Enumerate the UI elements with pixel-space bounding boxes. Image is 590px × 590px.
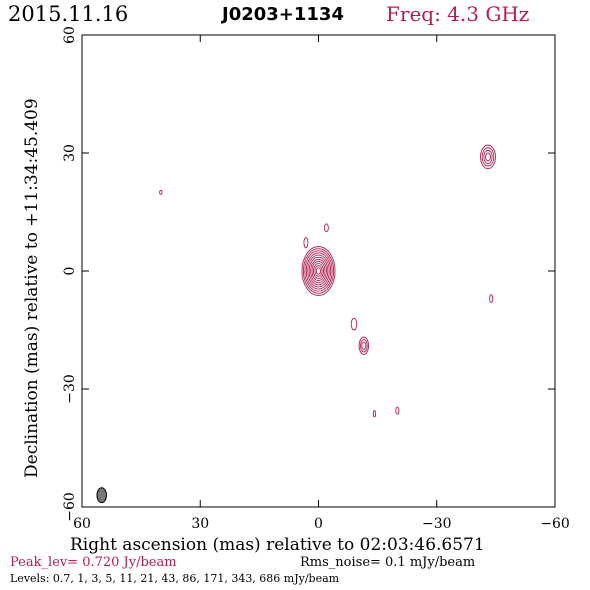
peak-level: Peak_lev= 0.720 Jy/beam [10,555,177,570]
x-tick-label: 60 [73,516,91,532]
contour-line [323,223,329,233]
contour-line [310,258,327,284]
contour-line [350,317,358,331]
contour-line [361,341,367,350]
y-tick-label: 30 [62,144,78,162]
plot-frame [81,34,556,508]
y-tick-label: 60 [62,26,78,44]
contour-line [481,147,495,167]
contour-line [314,265,323,277]
contour-line [485,152,491,162]
contour-line [303,237,309,249]
x-tick-label: −30 [422,516,452,532]
contour-line [372,410,377,418]
contour-levels: Levels: 0.7, 1, 3, 5, 11, 21, 43, 86, 17… [10,572,340,585]
contour-line [305,252,332,290]
observation-date: 2015.11.16 [8,2,129,26]
beam-ellipse [96,487,107,504]
contour-line [315,267,322,275]
y-tick-label: −60 [62,492,78,522]
contour-line [360,339,368,353]
contour-line [358,336,370,355]
contour-line [304,250,333,292]
rms-noise: Rms_noise= 0.1 mJy/beam [300,555,476,570]
source-name: J0203+1134 [222,4,344,25]
x-axis-label: Right ascension (mas) relative to 02:03:… [70,535,485,555]
contour-line [308,256,329,286]
contour-line [302,248,335,294]
y-tick-label: 0 [62,267,78,276]
x-tick-label: 30 [191,516,209,532]
x-tick-label: −60 [540,516,570,532]
contour-line [159,189,163,195]
contour-line [301,246,336,296]
contour-line [311,261,326,281]
x-tick-label: 0 [314,516,323,532]
contour-line [489,294,494,303]
y-axis-label: Declination (mas) relative to +11:34:45.… [22,98,42,478]
contour-line [307,254,330,288]
contour-line [483,149,493,164]
frequency-label: Freq: 4.3 GHz [386,2,530,26]
contour-line [313,263,324,279]
contour-line [395,406,400,415]
y-tick-label: −30 [62,374,78,404]
contour-line [480,144,496,170]
